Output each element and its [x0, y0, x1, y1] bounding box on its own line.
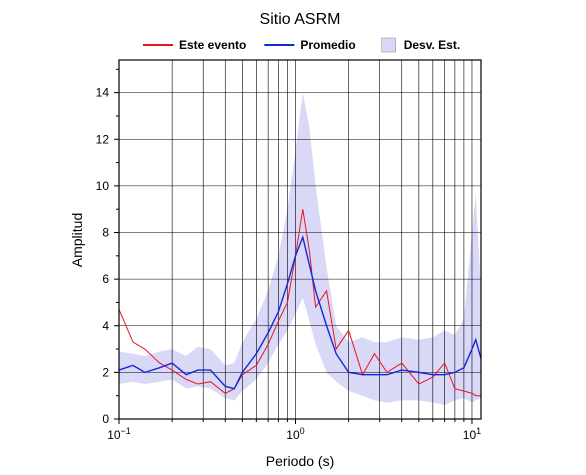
- legend-label: Desv. Est.: [404, 38, 460, 52]
- chart-title: Sitio ASRM: [260, 11, 341, 28]
- x-tick-label: 101: [463, 426, 481, 442]
- y-axis-label: Amplitud: [69, 213, 85, 267]
- x-tick-base: 10: [286, 428, 300, 442]
- y-tick-label: 10: [96, 179, 110, 193]
- x-tick-exponent: 0: [300, 426, 305, 436]
- legend-label: Este evento: [179, 38, 246, 52]
- y-tick-label: 14: [96, 86, 110, 100]
- legend-label: Promedio: [300, 38, 355, 52]
- x-tick-label: 10−1: [107, 426, 131, 442]
- std-band: [119, 92, 481, 406]
- x-tick-exponent: −1: [121, 426, 131, 436]
- x-tick-exponent: 1: [476, 426, 481, 436]
- x-tick-base: 10: [107, 428, 121, 442]
- data-line: [118, 209, 481, 397]
- y-tick-label: 4: [102, 319, 109, 333]
- x-tick-label: 100: [286, 426, 304, 442]
- x-tick-base: 10: [463, 428, 477, 442]
- y-tick-label: 12: [96, 132, 110, 146]
- plot-frame: [118, 59, 482, 420]
- legend-swatch: [381, 37, 396, 53]
- x-axis-label: Periodo (s): [266, 453, 334, 469]
- y-tick-label: 6: [102, 272, 109, 286]
- data-line: [118, 234, 482, 390]
- y-tick-label: 0: [102, 412, 109, 426]
- y-tick-label: 2: [102, 365, 109, 379]
- y-tick-label: 8: [102, 226, 109, 240]
